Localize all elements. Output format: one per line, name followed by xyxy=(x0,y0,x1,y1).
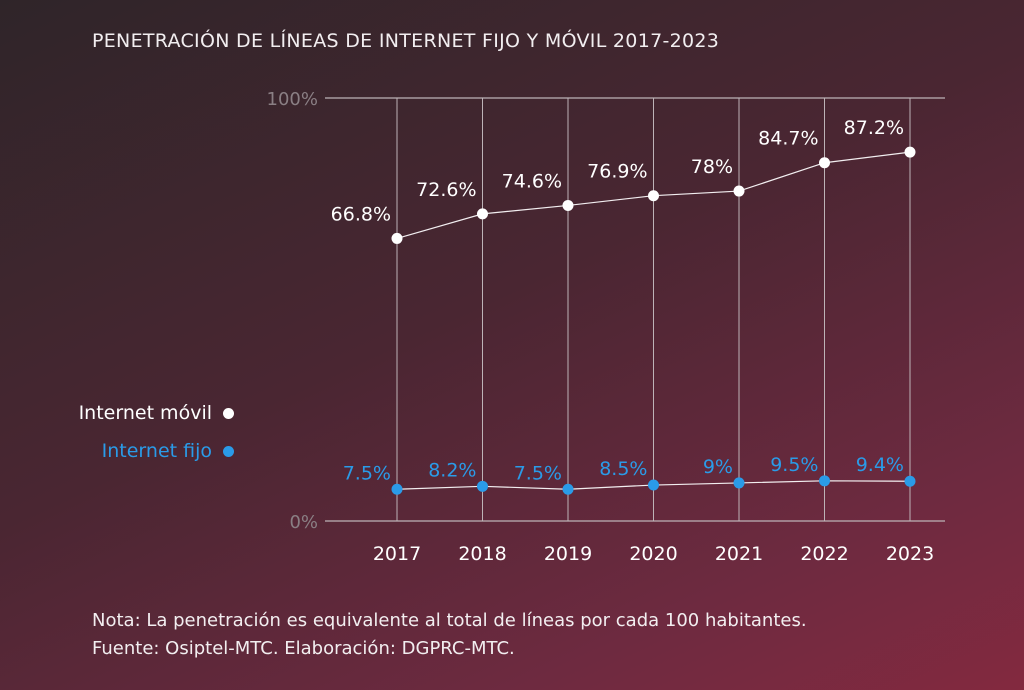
data-point xyxy=(648,479,659,491)
data-label: 7.5% xyxy=(343,462,391,484)
data-label: 87.2% xyxy=(844,117,904,139)
chart-note: Nota: La penetración es equivalente al t… xyxy=(92,610,807,631)
data-label: 74.6% xyxy=(502,170,562,192)
data-point xyxy=(391,483,403,495)
x-tick-label: 2019 xyxy=(544,543,592,565)
data-label: 9% xyxy=(703,456,733,478)
data-label: 8.2% xyxy=(428,459,476,481)
series-layer: 66.8% 72.6% 74.6% 76.9% 78% 84.7% 87.2% 7.5% 8.2… xyxy=(331,117,916,495)
legend-label-internet-fijo: Internet fijo xyxy=(101,440,212,462)
y-tick-label: 0% xyxy=(289,512,318,533)
x-tick-label: 2018 xyxy=(458,543,506,565)
legend-item-internet-fijo: Internet fijo xyxy=(102,440,234,462)
legend-marker-internet-fijo xyxy=(223,445,234,457)
data-point xyxy=(819,157,830,169)
chart-title: PENETRACIÓN DE LÍNEAS DE INTERNET FIJO Y… xyxy=(92,30,720,52)
data-label: 8.5% xyxy=(599,458,647,480)
data-label: 76.9% xyxy=(587,161,647,183)
x-tick-label: 2023 xyxy=(886,543,934,565)
data-point xyxy=(733,477,745,489)
data-label: 72.6% xyxy=(416,179,476,201)
data-point xyxy=(904,475,916,487)
data-point xyxy=(819,475,830,487)
data-point xyxy=(391,232,403,244)
data-label: 9.4% xyxy=(856,454,904,476)
data-label: 78% xyxy=(691,156,733,178)
data-point xyxy=(477,208,488,220)
axis-layer: 100% 0% 2017 2018 2019 2020 2021 2022 2023 xyxy=(267,89,935,565)
legend-label-internet-movil: Internet móvil xyxy=(78,402,212,424)
x-tick-label: 2022 xyxy=(800,543,848,565)
y-tick-label: 100% xyxy=(267,89,318,110)
data-point xyxy=(562,483,574,495)
data-label: 84.7% xyxy=(758,128,818,150)
data-label: 9.5% xyxy=(770,454,818,476)
data-label: 7.5% xyxy=(514,462,562,484)
x-tick-label: 2020 xyxy=(629,543,677,565)
grid-layer xyxy=(325,97,945,522)
data-point xyxy=(477,480,488,492)
data-point xyxy=(733,185,745,197)
series-internet-movil: 66.8% 72.6% 74.6% 76.9% 78% 84.7% 87.2% xyxy=(331,117,916,244)
data-point xyxy=(904,146,916,158)
legend-marker-internet-movil xyxy=(223,407,234,419)
x-tick-label: 2017 xyxy=(373,543,421,565)
data-label: 66.8% xyxy=(331,203,391,225)
chart-source: Fuente: Osiptel-MTC. Elaboración: DGPRC-… xyxy=(92,638,515,659)
x-tick-label: 2021 xyxy=(715,543,763,565)
data-point xyxy=(648,190,659,202)
data-point xyxy=(562,199,574,211)
series-internet-fijo: 7.5% 8.2% 7.5% 8.5% 9% 9.5% 9.4% xyxy=(343,454,916,495)
legend-item-internet-movil: Internet móvil xyxy=(79,402,234,424)
